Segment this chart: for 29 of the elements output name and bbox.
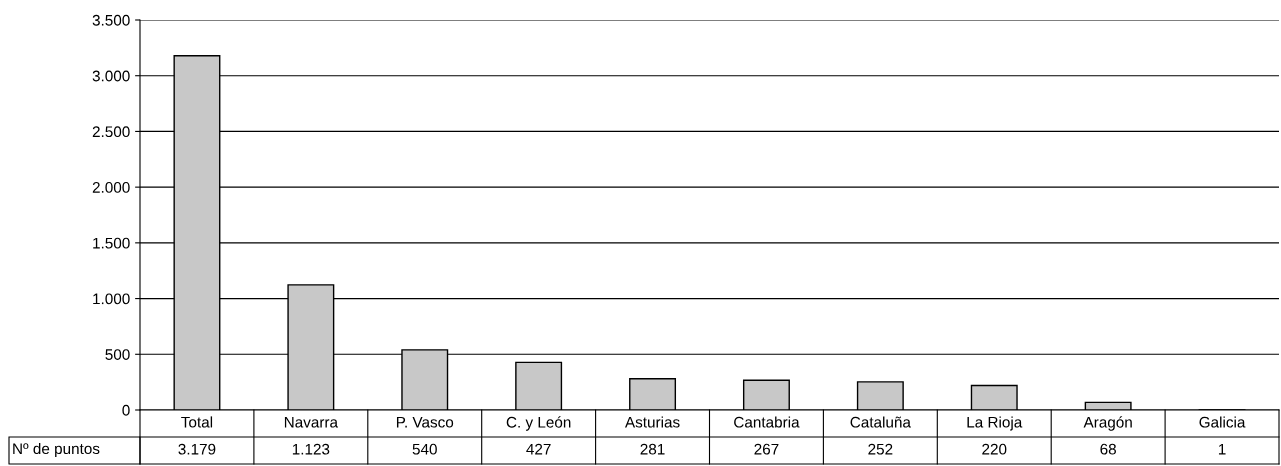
x-tick-label: Cantabria [734,416,800,428]
x-tick-label: Asturias [624,416,680,428]
data-label: 1.123 [292,443,330,455]
data-label: 252 [868,443,893,455]
y-tick-label: 1.000 [93,293,130,305]
x-tick-label: La Rioja [967,416,1023,431]
text: Nº de puntos [13,442,100,458]
y-tick-label: 2.000 [92,182,130,193]
y-tick-label: 500 [105,349,130,360]
data-label: 220 [982,443,1007,455]
y-tick-label: 0 [122,404,130,416]
x-tick-label: Total [181,416,213,428]
y-tick-label: 1.500 [93,237,130,249]
data-label: 540 [412,443,437,455]
data-label: 1 [1218,443,1226,455]
x-tick-label: Aragón [1083,416,1132,431]
y-tick-label: 2.500 [92,126,130,138]
x-tick-label: C. y León [506,416,571,431]
data-label: 281 [640,443,665,455]
data-label: 267 [754,443,779,455]
x-tick-label: Cataluña [850,416,911,428]
x-tick-label: Navarra [284,416,339,428]
x-tick-label: P. Vasco [396,416,454,428]
data-label: 427 [526,443,551,455]
x-tick-label: Galicia [1199,416,1246,428]
data-label: 68 [1100,443,1116,455]
data-label: 3.179 [178,443,216,455]
y-tick-label: 3.500 [92,14,130,26]
y-tick-label: 3.000 [92,70,130,82]
